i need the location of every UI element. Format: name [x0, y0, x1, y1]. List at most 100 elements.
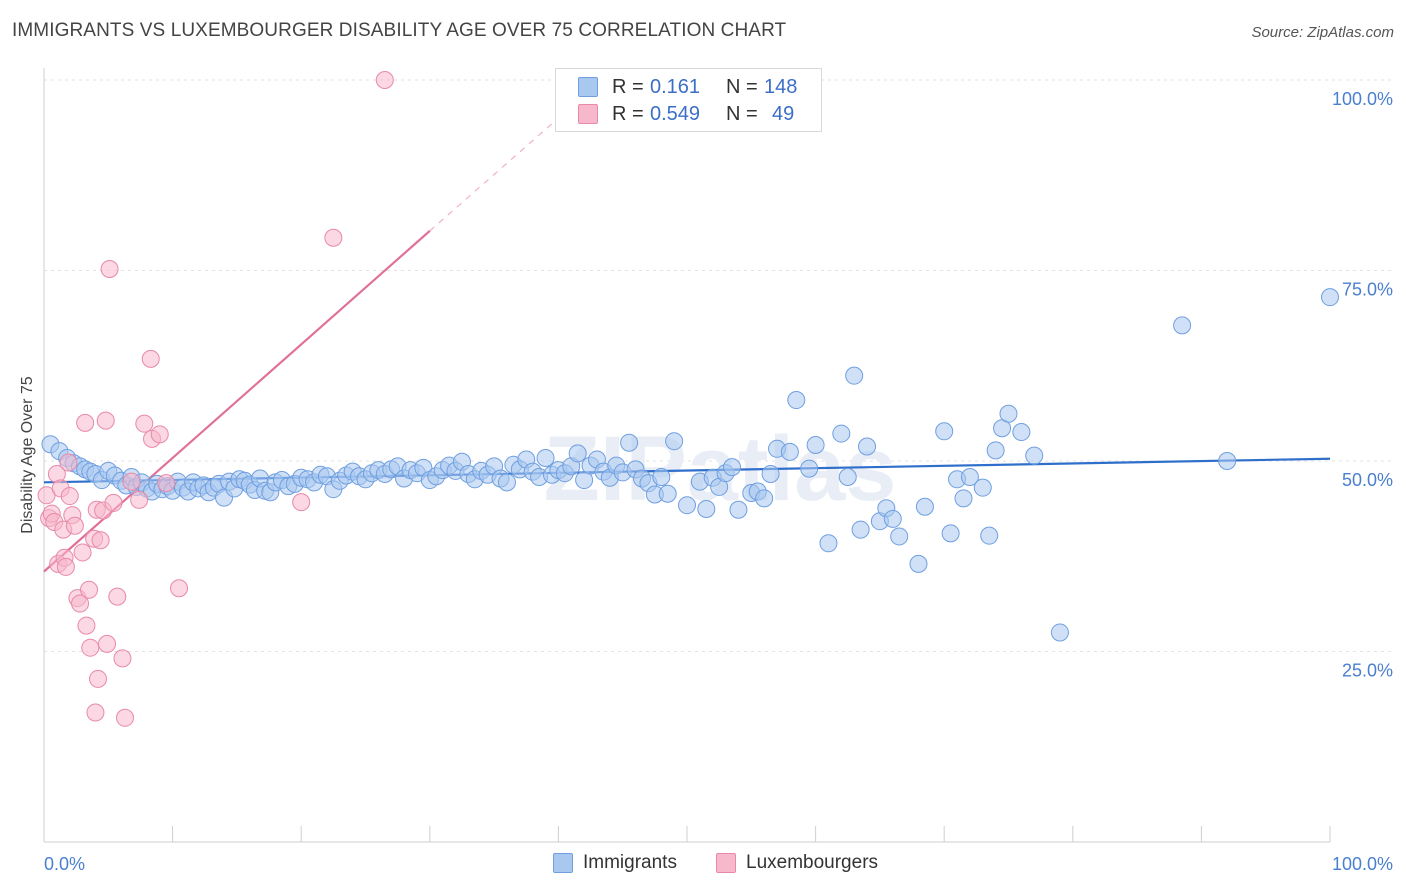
chart-title: IMMIGRANTS VS LUXEMBOURGER DISABILITY AG…	[12, 20, 787, 41]
luxembourgers-point	[135, 414, 154, 433]
immigrants-point	[1012, 423, 1031, 442]
r-label: R =	[612, 76, 644, 98]
legend-label: Luxembourgers	[746, 852, 879, 873]
luxembourgers-point	[375, 71, 394, 89]
immigrants-point	[652, 468, 671, 487]
luxembourgers-point	[150, 425, 169, 444]
immigrants-point	[755, 489, 774, 508]
luxembourgers-point	[157, 474, 176, 493]
luxembourgers-point	[100, 259, 119, 278]
immigrants-point	[915, 497, 934, 516]
immigrants-point	[497, 473, 516, 492]
immigrants-point	[832, 424, 851, 443]
luxembourgers-point	[86, 703, 105, 722]
tick-labels: 25.0% 50.0% 75.0% 100.0% 0.0% 100.0%	[44, 89, 1393, 874]
immigrants-point	[941, 524, 960, 543]
immigrants-point	[999, 404, 1018, 423]
immigrants-point	[800, 459, 819, 478]
luxembourgers-point	[65, 516, 84, 535]
y-tick-label: 75.0%	[1342, 280, 1393, 300]
immigrants-point	[536, 448, 555, 467]
r-value: 0.161	[650, 76, 701, 98]
n-label: N =	[726, 103, 758, 125]
y-tick-label: 100.0%	[1332, 89, 1393, 109]
n-label: N =	[726, 76, 758, 98]
immigrants-point	[935, 422, 954, 441]
luxembourgers-point	[59, 453, 78, 472]
luxembourgers-point	[91, 531, 110, 550]
immigrants-swatch	[578, 77, 598, 97]
x-tick-label-start: 0.0%	[44, 854, 85, 874]
y-tick-label: 50.0%	[1342, 470, 1393, 490]
immigrants-point	[858, 437, 877, 456]
immigrants-point	[960, 468, 979, 487]
luxembourgers-point	[81, 638, 100, 657]
stats-legend: R = 0.161 N = 148 R = 0.549 N = 49	[555, 68, 822, 132]
luxembourgers-point	[76, 413, 95, 432]
luxembourgers-points	[37, 71, 394, 727]
immigrants-point	[838, 468, 857, 487]
luxembourgers-point	[141, 349, 160, 368]
immigrants-point	[729, 500, 748, 519]
immigrants-point	[973, 478, 992, 497]
luxembourgers-point	[77, 616, 96, 635]
luxembourgers-point	[104, 493, 123, 512]
y-tick-label: 25.0%	[1342, 661, 1393, 681]
luxembourgers-trend-extension	[429, 117, 559, 232]
immigrants-point	[986, 441, 1005, 460]
immigrants-point	[665, 432, 684, 451]
luxembourgers-point	[292, 493, 311, 512]
immigrants-point	[697, 500, 716, 519]
immigrants-point	[806, 435, 825, 454]
legend-label: Immigrants	[583, 852, 677, 873]
luxembourgers-point	[108, 587, 127, 606]
immigrants-point	[678, 496, 696, 515]
immigrants-point	[787, 391, 806, 410]
n-value: 49	[772, 103, 795, 125]
luxembourgers-point	[170, 579, 189, 598]
luxembourgers-point	[89, 669, 108, 688]
n-value: 148	[764, 76, 798, 98]
source-credit: Source: ZipAtlas.com	[1251, 24, 1394, 41]
immigrants-point	[761, 464, 780, 483]
luxembourgers-point	[116, 708, 135, 727]
immigrants-swatch	[553, 853, 573, 873]
luxembourgers-swatch	[578, 104, 598, 124]
immigrants-point	[883, 509, 902, 528]
luxembourgers-point	[324, 228, 343, 247]
immigrants-point	[723, 458, 742, 477]
immigrants-point	[780, 442, 799, 461]
immigrants-point	[909, 554, 928, 573]
r-value: 0.549	[650, 103, 701, 125]
r-label: R =	[612, 103, 644, 125]
luxembourgers-point	[98, 634, 117, 653]
immigrants-point	[890, 527, 909, 546]
immigrants-point	[845, 366, 864, 385]
immigrants-point	[819, 534, 838, 553]
immigrants-point	[954, 489, 973, 508]
luxembourgers-point	[60, 487, 79, 506]
immigrants-point	[1050, 623, 1069, 642]
luxembourgers-point	[96, 411, 115, 430]
luxembourgers-point	[113, 649, 132, 668]
luxembourgers-point	[71, 594, 90, 613]
luxembourgers-point	[73, 543, 92, 562]
x-tick-label-end: 100.0%	[1332, 854, 1393, 874]
luxembourgers-point	[130, 490, 149, 509]
axes	[43, 68, 1331, 843]
immigrants-point	[980, 526, 999, 545]
immigrants-point	[658, 484, 677, 503]
luxembourgers-point	[56, 557, 75, 576]
immigrants-points	[41, 288, 1339, 642]
immigrants-point	[1025, 446, 1044, 465]
immigrants-point	[1173, 316, 1192, 335]
grid-lines	[44, 79, 1392, 652]
immigrants-point	[620, 433, 639, 452]
immigrants-point	[1218, 452, 1237, 470]
luxembourgers-point	[122, 472, 141, 491]
luxembourgers-point	[80, 580, 99, 599]
immigrants-point	[1321, 288, 1339, 307]
luxembourgers-trend-line	[43, 230, 431, 573]
immigrants-point	[851, 520, 870, 539]
